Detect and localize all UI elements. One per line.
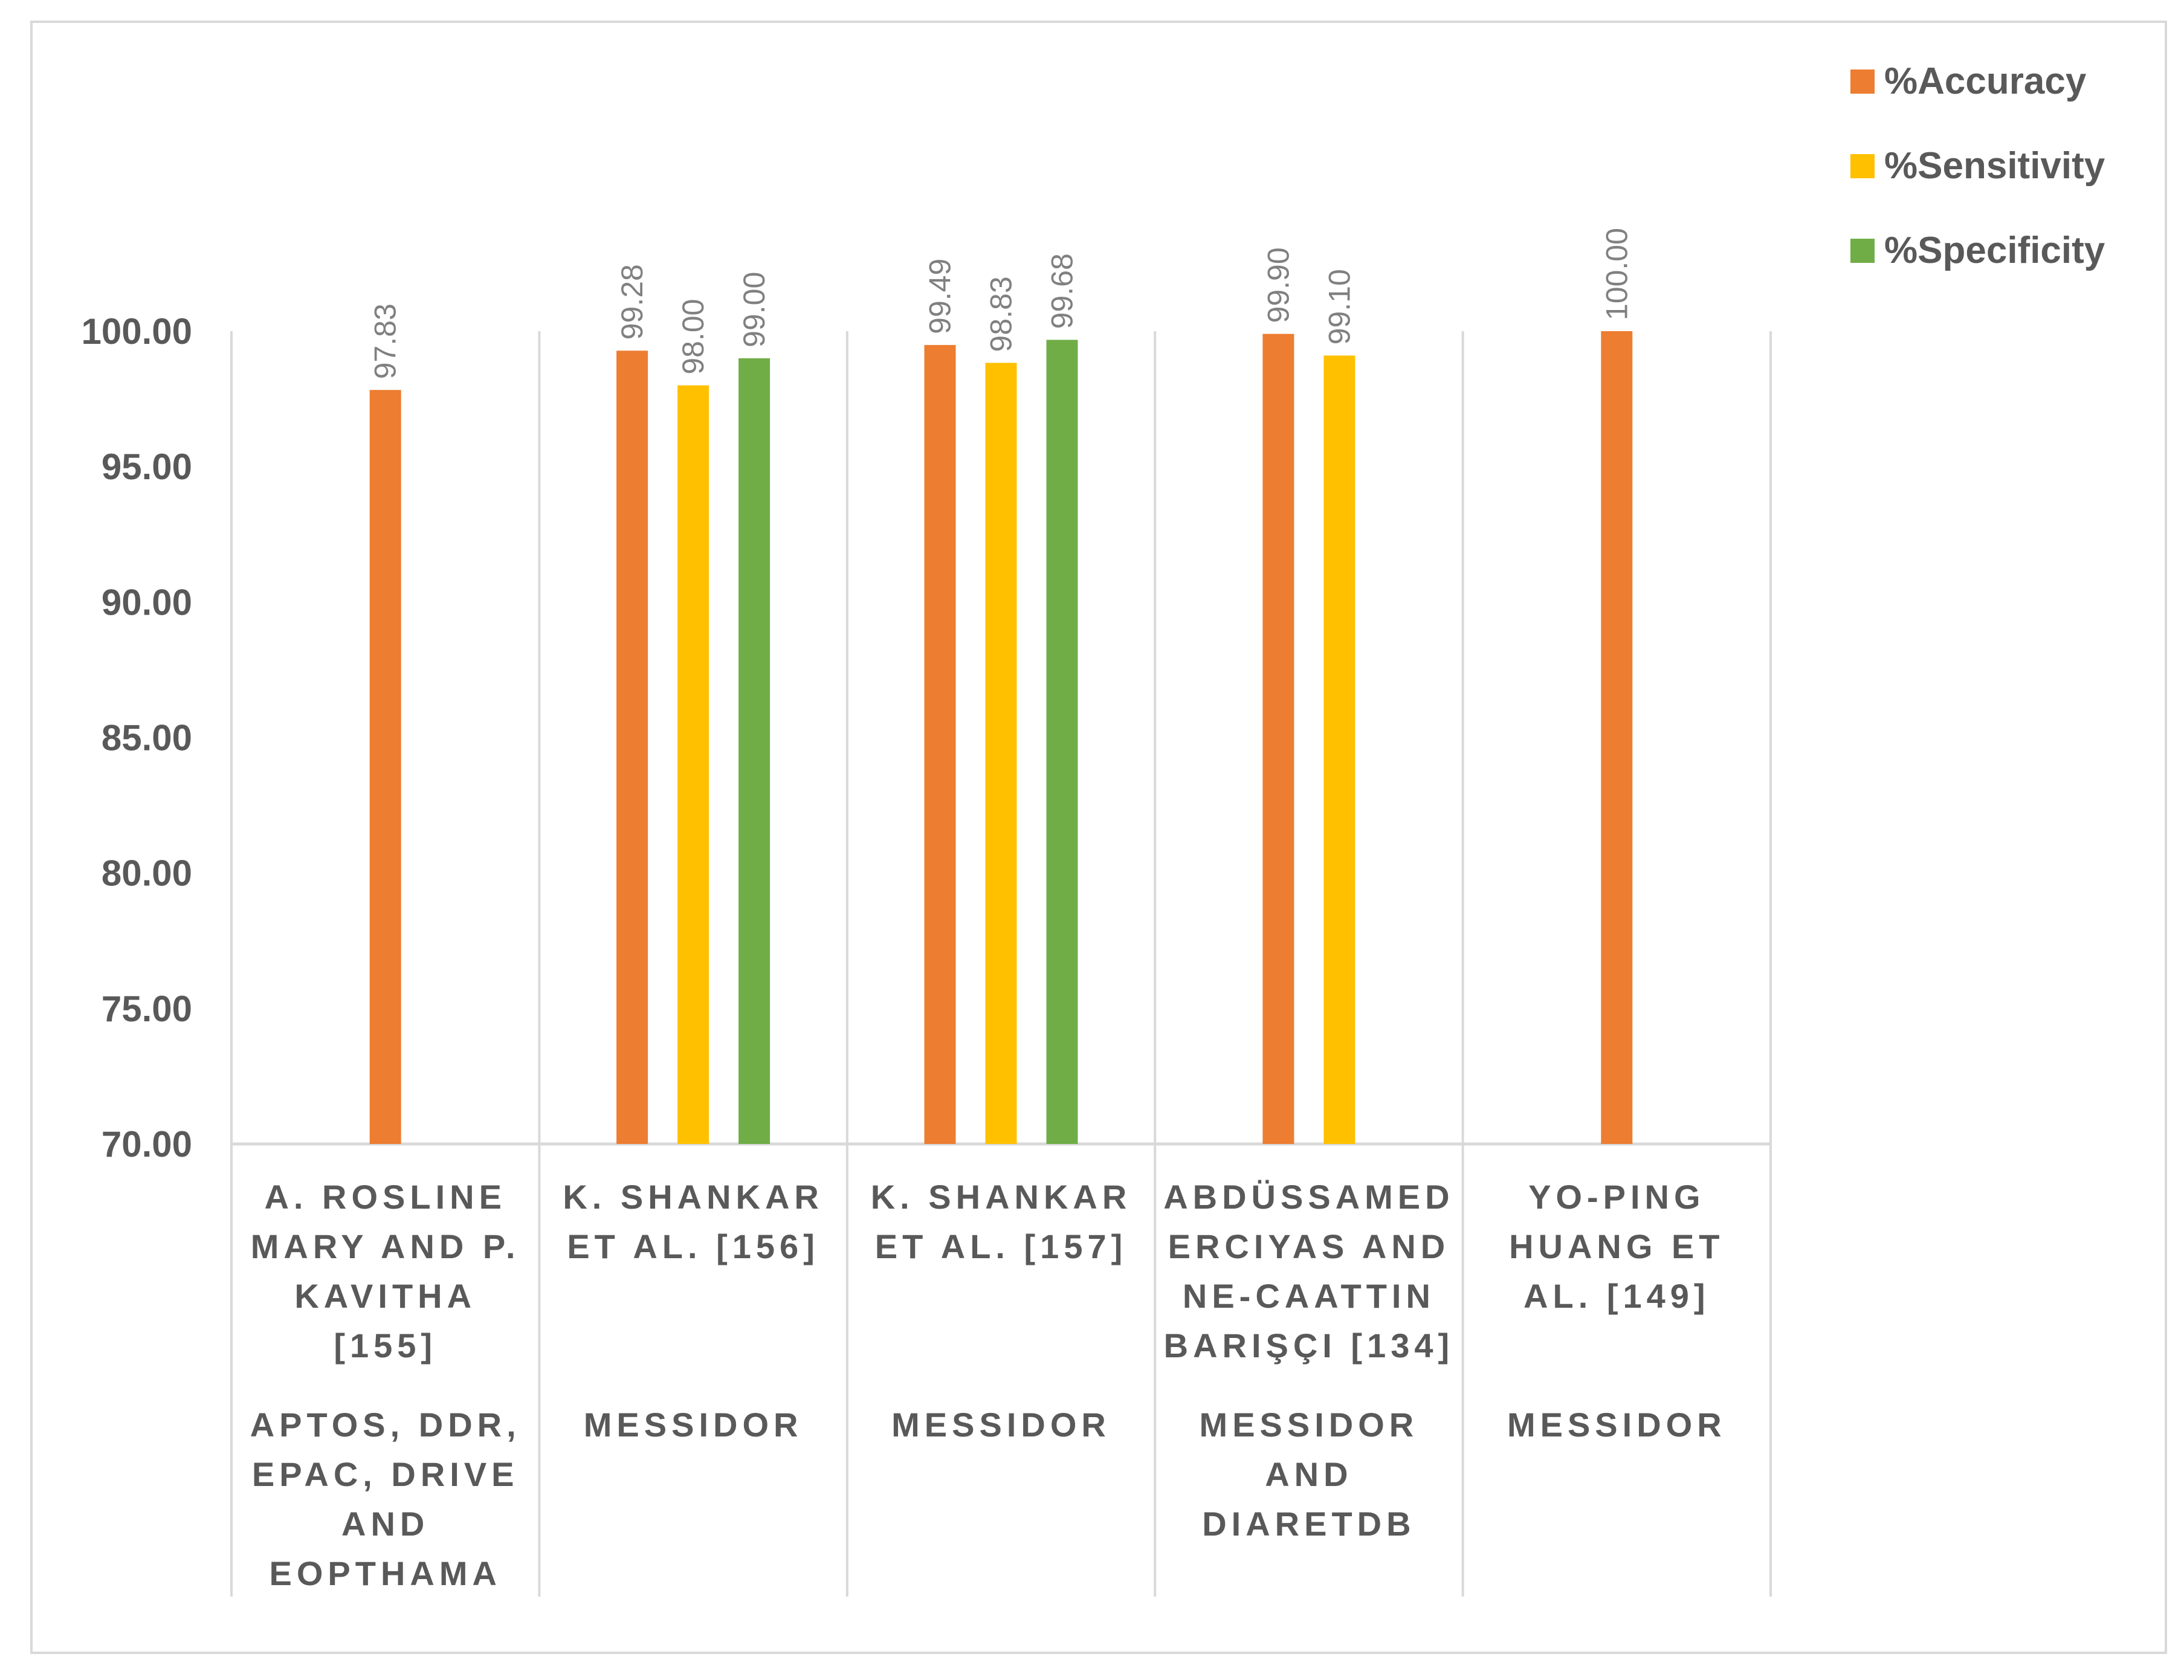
- legend-label: %Accuracy: [1884, 60, 2087, 102]
- category-dataset-label: MESSIDOR: [1507, 1406, 1727, 1444]
- data-label: 99.49: [923, 259, 957, 334]
- legend-label: %Specificity: [1884, 230, 2105, 271]
- bar-accuracy: [1601, 331, 1633, 1144]
- data-label: 100.00: [1600, 228, 1633, 320]
- y-tick-label: 80.00: [102, 853, 192, 894]
- category-name-label: ABDÜSSAMED: [1163, 1178, 1454, 1216]
- category-dataset-label: MESSIDOR: [891, 1406, 1111, 1444]
- bar-accuracy: [1262, 334, 1294, 1144]
- category-dataset-label: MESSIDOR: [1200, 1406, 1419, 1444]
- y-tick-label: 70.00: [102, 1124, 192, 1165]
- category-dataset-label: MESSIDOR: [584, 1406, 803, 1444]
- category-name-label: [155]: [334, 1326, 437, 1365]
- data-label: 99.28: [615, 264, 649, 340]
- y-tick-label: 75.00: [102, 989, 192, 1029]
- bar-accuracy: [616, 351, 648, 1144]
- bar-sensitivity: [985, 363, 1017, 1144]
- bar-specificity: [738, 358, 771, 1145]
- category-name-label: KAVITHA: [294, 1277, 476, 1315]
- category-name-label: BARIŞÇI [134]: [1164, 1326, 1455, 1365]
- category-dataset-label: AND: [341, 1505, 429, 1543]
- category-name-label: A. ROSLINE: [264, 1178, 506, 1216]
- category-name-label: MARY AND P.: [251, 1227, 520, 1265]
- category-name-label: HUANG ET: [1509, 1227, 1724, 1265]
- category-name-label: YO-PING: [1528, 1178, 1705, 1216]
- bar-sensitivity: [1323, 355, 1355, 1144]
- data-label: 99.00: [737, 272, 771, 347]
- y-tick-label: 95.00: [102, 447, 192, 487]
- label-layer: 70.00 75.00 80.00 85.00 90.00 95.00 100.00 97.8…: [81, 228, 1727, 1592]
- legend-swatch-specificity: [1850, 239, 1875, 263]
- y-tick-label: 90.00: [102, 582, 192, 622]
- data-label: 98.00: [676, 299, 710, 375]
- legend-swatch-sensitivity: [1850, 154, 1875, 178]
- legend-label: %Sensitivity: [1884, 145, 2105, 187]
- category-name-label: AL. [149]: [1523, 1277, 1710, 1315]
- category-dataset-label: APTOS, DDR,: [250, 1406, 521, 1444]
- data-label: 99.10: [1322, 269, 1356, 344]
- category-dataset-label: AND: [1265, 1455, 1352, 1493]
- data-label: 99.68: [1045, 253, 1079, 329]
- legend: %Accuracy %Sensitivity %Specificity: [1850, 60, 2105, 271]
- category-dataset-label: DIARETDB: [1202, 1505, 1415, 1543]
- category-name-label: ERCIYAS AND: [1168, 1227, 1450, 1265]
- bar-accuracy: [369, 390, 401, 1144]
- bar-accuracy: [924, 344, 956, 1144]
- legend-swatch-accuracy: [1850, 69, 1875, 94]
- data-label: 98.83: [984, 276, 1018, 352]
- bar-layer: [369, 331, 1633, 1145]
- y-tick-label: 85.00: [102, 718, 192, 758]
- category-name-label: NE-CAATTIN: [1183, 1277, 1435, 1315]
- data-label: 97.83: [369, 303, 402, 379]
- category-name-label: ET AL. [157]: [875, 1227, 1128, 1265]
- category-name-label: K. SHANKAR: [563, 1178, 824, 1216]
- bar-specificity: [1046, 340, 1078, 1144]
- category-name-label: ET AL. [156]: [567, 1227, 819, 1265]
- category-dataset-label: EOPTHAMA: [269, 1554, 501, 1592]
- bar-sensitivity: [677, 385, 709, 1144]
- grid-layer: [230, 331, 1772, 1597]
- category-name-label: K. SHANKAR: [871, 1178, 1132, 1216]
- category-dataset-label: EPAC, DRIVE: [252, 1455, 519, 1493]
- data-label: 99.90: [1261, 247, 1295, 323]
- y-tick-label: 100.00: [81, 311, 192, 352]
